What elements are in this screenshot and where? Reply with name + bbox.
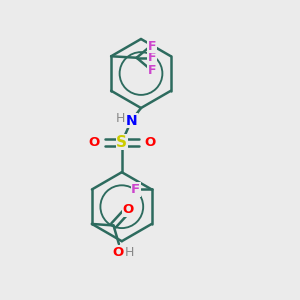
Text: H: H bbox=[125, 246, 134, 259]
Text: F: F bbox=[148, 40, 157, 53]
Text: F: F bbox=[148, 64, 157, 77]
Text: O: O bbox=[88, 136, 99, 149]
Text: S: S bbox=[116, 135, 127, 150]
Text: H: H bbox=[115, 112, 125, 125]
Text: F: F bbox=[131, 183, 140, 196]
Text: F: F bbox=[148, 51, 157, 64]
Text: O: O bbox=[122, 203, 134, 216]
Text: O: O bbox=[113, 246, 124, 259]
Text: O: O bbox=[144, 136, 156, 149]
Text: N: N bbox=[126, 114, 137, 128]
